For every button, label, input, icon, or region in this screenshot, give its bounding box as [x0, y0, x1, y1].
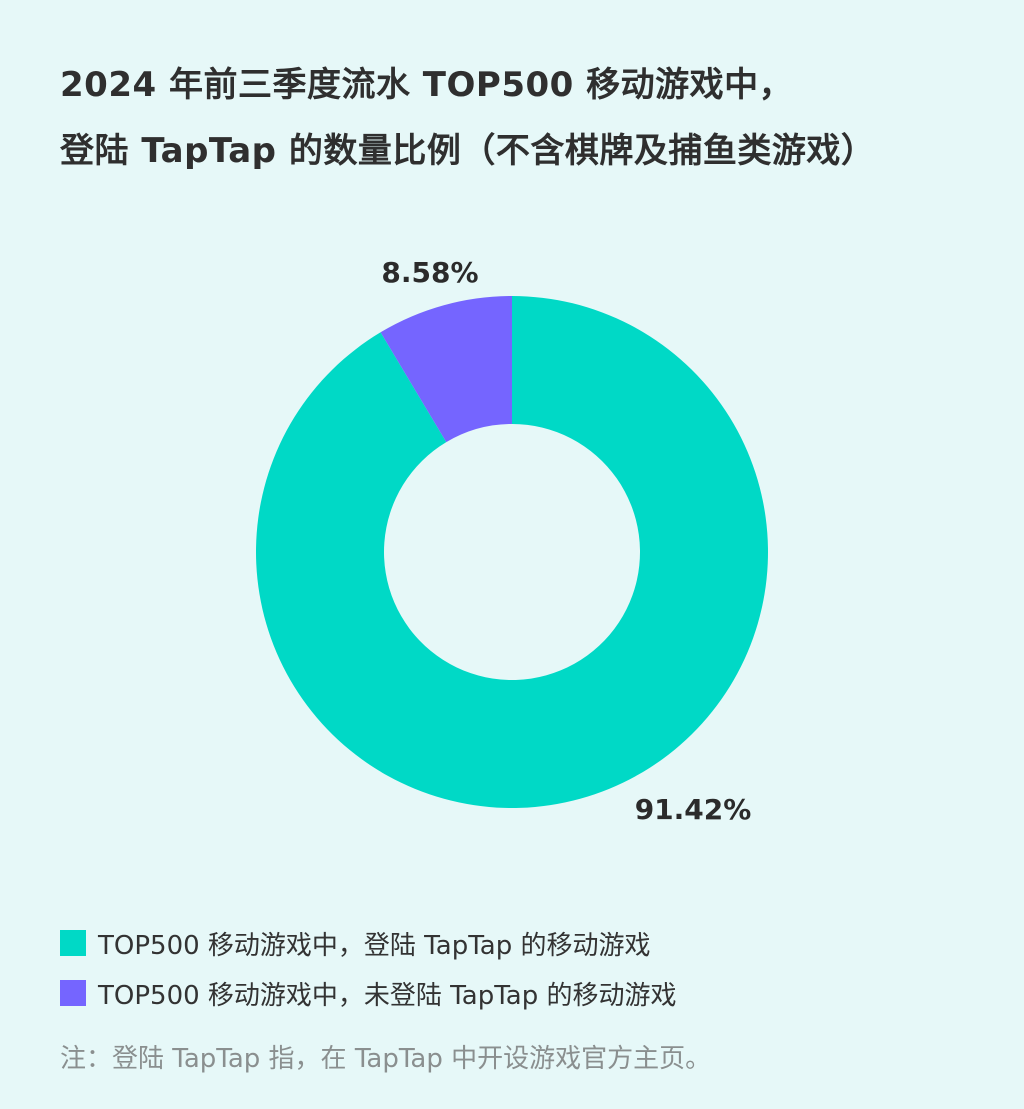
- legend-swatch-registered: [60, 930, 86, 956]
- chart-title-line-2: 登陆 TapTap 的数量比例（不含棋牌及捕鱼类游戏）: [60, 131, 876, 171]
- donut-chart: 91.42% 8.58%: [255, 256, 769, 826]
- donut-slice-1: [380, 296, 512, 443]
- legend-label-registered: TOP500 移动游戏中，登陆 TapTap 的移动游戏: [98, 930, 651, 961]
- legend-label-unregistered: TOP500 移动游戏中，未登陆 TapTap 的移动游戏: [98, 980, 677, 1011]
- chart-legend: TOP500 移动游戏中，登陆 TapTap 的移动游戏 TOP500 移动游戏…: [60, 918, 1000, 1018]
- footnote: 注：登陆 TapTap 指，在 TapTap 中开设游戏官方主页。: [60, 1044, 712, 1074]
- legend-item-registered: TOP500 移动游戏中，登陆 TapTap 的移动游戏: [60, 918, 1000, 968]
- legend-swatch-unregistered: [60, 980, 86, 1006]
- data-label-0: 91.42%: [635, 793, 752, 826]
- data-label-1: 8.58%: [381, 256, 478, 289]
- legend-item-unregistered: TOP500 移动游戏中，未登陆 TapTap 的移动游戏: [60, 968, 1000, 1018]
- chart-title-line-1: 2024 年前三季度流水 TOP500 移动游戏中，: [60, 65, 794, 105]
- donut-slice-0: [255, 296, 769, 808]
- chart-title: 2024 年前三季度流水 TOP500 移动游戏中， 登陆 TapTap 的数量…: [60, 52, 1000, 184]
